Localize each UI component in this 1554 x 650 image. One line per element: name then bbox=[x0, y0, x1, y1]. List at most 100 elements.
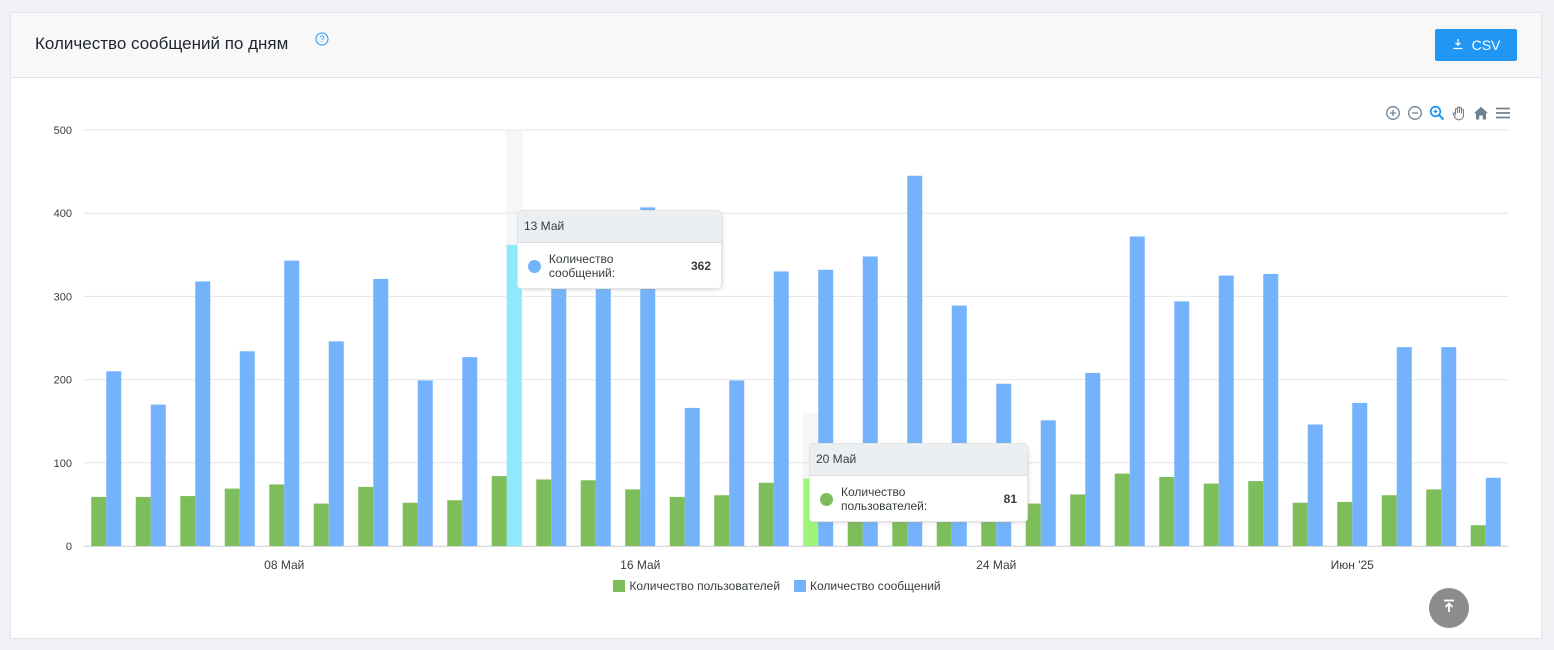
bar-users[interactable] bbox=[313, 503, 329, 546]
y-tick-label: 0 bbox=[66, 541, 72, 553]
tooltip-users: 20 Май Количество пользователей: 81 bbox=[809, 443, 1028, 522]
bar-users[interactable] bbox=[580, 480, 596, 546]
bar-messages[interactable] bbox=[1218, 275, 1234, 546]
bar-users[interactable] bbox=[1114, 473, 1130, 546]
bar-users[interactable] bbox=[269, 484, 285, 546]
x-tick-label: Июн '25 bbox=[1331, 558, 1375, 572]
legend-item-messages[interactable]: Количество сообщений bbox=[794, 579, 941, 593]
tooltip-series-label: Количество сообщений: bbox=[548, 252, 616, 280]
bar-messages[interactable] bbox=[1441, 347, 1457, 546]
series-marker-icon bbox=[528, 259, 541, 273]
bar-messages[interactable] bbox=[417, 380, 433, 546]
zoom-in-icon[interactable] bbox=[1384, 104, 1402, 122]
bar-messages[interactable] bbox=[195, 281, 211, 546]
tooltip-title: 13 Май bbox=[518, 211, 721, 243]
csv-label: CSV bbox=[1471, 37, 1501, 53]
scroll-to-top-button[interactable] bbox=[1429, 588, 1469, 628]
bar-users[interactable] bbox=[358, 486, 374, 546]
series-marker-icon bbox=[820, 492, 833, 506]
bar-users[interactable] bbox=[1248, 481, 1264, 546]
bar-messages[interactable] bbox=[1352, 402, 1368, 546]
bar-messages[interactable] bbox=[506, 244, 522, 547]
bar-messages[interactable] bbox=[373, 278, 389, 546]
x-tick-label: 08 Май bbox=[264, 558, 304, 572]
bar-users[interactable] bbox=[625, 489, 641, 546]
bar-messages[interactable] bbox=[773, 271, 789, 546]
bar-messages[interactable] bbox=[684, 407, 700, 546]
bar-users[interactable] bbox=[1337, 501, 1353, 546]
help-icon[interactable]: ? bbox=[315, 32, 329, 46]
bar-users[interactable] bbox=[491, 476, 507, 546]
bar-users[interactable] bbox=[91, 496, 107, 546]
bar-messages[interactable] bbox=[1396, 347, 1412, 546]
bar-messages[interactable] bbox=[284, 260, 300, 546]
bar-chart: 0 100 200 300 400 500 08 Май 16 Май 24 Май Июн '2… bbox=[54, 125, 1508, 572]
bar-users[interactable] bbox=[224, 488, 240, 546]
arrow-up-to-line-icon bbox=[1441, 598, 1457, 619]
y-tick-label: 500 bbox=[54, 125, 72, 137]
bar-users[interactable] bbox=[536, 479, 552, 546]
bar-users[interactable] bbox=[402, 502, 418, 546]
bar-users[interactable] bbox=[1470, 525, 1486, 546]
card-header: Количество сообщений по дням ? CSV bbox=[11, 13, 1541, 78]
bar-messages[interactable] bbox=[729, 380, 745, 546]
bar-messages[interactable] bbox=[640, 207, 656, 546]
bar-messages[interactable] bbox=[239, 351, 255, 546]
bar-users[interactable] bbox=[1159, 476, 1175, 546]
home-reset-icon[interactable] bbox=[1472, 104, 1490, 122]
chart-card: Количество сообщений по дням ? CSV 0 100 2… bbox=[10, 12, 1542, 639]
legend-item-users[interactable]: Количество пользователей bbox=[613, 579, 780, 593]
bar-users[interactable] bbox=[180, 496, 196, 546]
menu-icon[interactable] bbox=[1494, 104, 1512, 122]
bar-messages[interactable] bbox=[1263, 273, 1279, 546]
bar-users[interactable] bbox=[135, 496, 151, 546]
x-tick-label: 24 Май bbox=[976, 558, 1016, 572]
bar-messages[interactable] bbox=[1307, 424, 1323, 546]
svg-text:?: ? bbox=[319, 34, 324, 44]
bar-messages[interactable] bbox=[1129, 236, 1145, 546]
bar-messages[interactable] bbox=[1485, 477, 1501, 546]
x-tick-label: 16 Май bbox=[620, 558, 660, 572]
selection-zoom-icon[interactable] bbox=[1428, 104, 1446, 122]
bar-users[interactable] bbox=[1426, 489, 1442, 546]
y-tick-label: 100 bbox=[54, 458, 72, 470]
bar-messages[interactable] bbox=[328, 341, 344, 546]
zoom-out-icon[interactable] bbox=[1406, 104, 1424, 122]
tooltip-value: 81 bbox=[1003, 492, 1017, 506]
y-tick-label: 300 bbox=[54, 291, 72, 303]
bar-users[interactable] bbox=[669, 496, 685, 546]
bar-messages[interactable] bbox=[1040, 420, 1056, 546]
tooltip-body: Количество сообщений: 362 bbox=[518, 243, 721, 288]
legend-swatch-users bbox=[613, 580, 626, 592]
y-tick-label: 400 bbox=[54, 208, 72, 220]
tooltip-title: 20 Май bbox=[810, 444, 1027, 476]
bar-users[interactable] bbox=[1025, 503, 1041, 546]
tooltip-series-label: Количество пользователей: bbox=[840, 485, 928, 513]
legend-swatch-messages bbox=[794, 580, 807, 592]
chart-title: Количество сообщений по дням bbox=[35, 34, 289, 53]
bar-users[interactable] bbox=[1381, 495, 1397, 546]
bar-users[interactable] bbox=[714, 495, 730, 546]
bar-users[interactable] bbox=[758, 482, 774, 546]
download-icon bbox=[1452, 37, 1464, 53]
tooltip-body: Количество пользователей: 81 bbox=[810, 476, 1027, 521]
csv-download-button[interactable]: CSV bbox=[1435, 29, 1517, 61]
bar-users[interactable] bbox=[1292, 502, 1308, 546]
bar-messages[interactable] bbox=[1174, 301, 1190, 546]
tooltip-value: 362 bbox=[690, 259, 711, 273]
bar-messages[interactable] bbox=[106, 371, 122, 546]
bar-messages[interactable] bbox=[150, 404, 166, 546]
y-tick-label: 200 bbox=[54, 375, 72, 387]
pan-hand-icon[interactable] bbox=[1450, 104, 1468, 122]
bar-messages[interactable] bbox=[595, 232, 611, 546]
bar-users[interactable] bbox=[1070, 494, 1086, 546]
bar-messages[interactable] bbox=[551, 263, 567, 546]
legend-label-users: Количество пользователей bbox=[629, 579, 781, 593]
chart-toolbar bbox=[1384, 103, 1512, 123]
legend-label-messages: Количество сообщений bbox=[810, 579, 941, 593]
bar-users[interactable] bbox=[1203, 483, 1219, 546]
bar-messages[interactable] bbox=[1085, 372, 1101, 546]
bar-messages[interactable] bbox=[462, 357, 478, 546]
bar-users[interactable] bbox=[447, 500, 463, 546]
tooltip-messages: 13 Май Количество сообщений: 362 bbox=[517, 210, 722, 289]
